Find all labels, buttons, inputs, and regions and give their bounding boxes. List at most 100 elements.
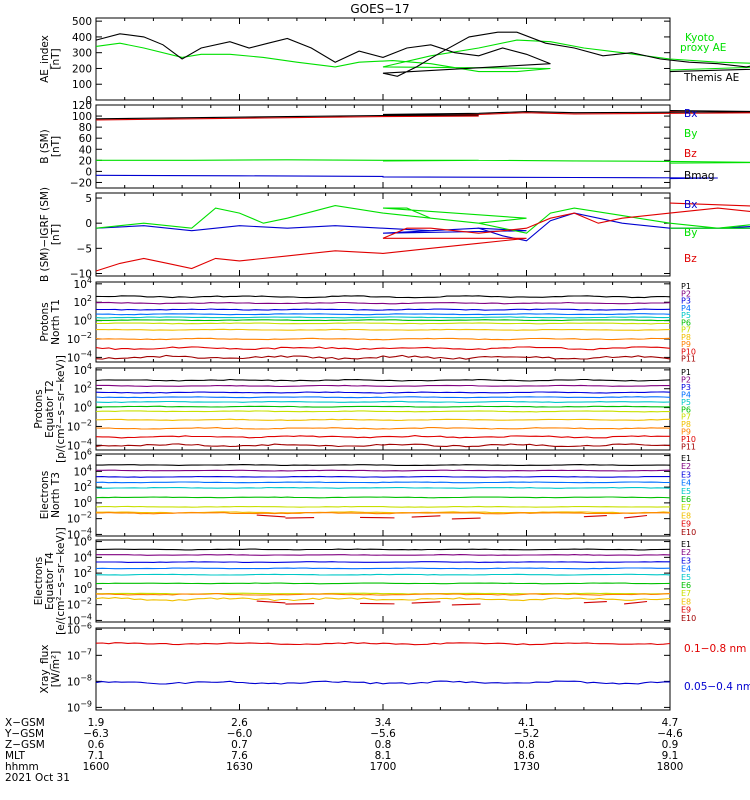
y-tick-label: 10−4 [67,349,92,364]
y-tick-label: 10−9 [67,699,92,714]
legend-entry: 0.1−0.8 nm [684,643,746,655]
series-line [95,680,670,685]
y-tick-label: 106 [74,534,92,549]
series-line [95,642,671,646]
series-line [95,391,671,394]
y-axis-label: Protons [33,389,45,428]
y-tick-label: 20 [79,155,92,167]
series-line [95,378,671,382]
y-tick-label: 104 [74,549,92,564]
series-line [96,384,671,388]
series-line [95,328,671,331]
x-axis-value: 7.6 [231,750,248,762]
legend-entry: E8 [681,511,691,520]
series-line [95,396,671,399]
x-axis-value: 4.1 [518,717,535,729]
legend-entry: E7 [681,503,691,512]
y-axis-label: Electrons [33,557,45,606]
y-tick-label: 100 [72,111,92,123]
series-line [451,603,481,606]
y-axis-label: B (SM) [39,129,51,163]
series-line [583,514,607,518]
date-label: 2021 Oct 31 [5,772,70,784]
legend-entry: E2 [681,462,691,471]
series-line [96,548,671,551]
legend-entry: P2 [681,289,691,298]
series-line [95,582,671,585]
legend-entry: E1 [681,540,691,549]
y-tick-label: −5 [77,243,92,255]
y-axis-label: [W/m²] [50,651,62,688]
legend-entry: E2 [681,548,691,557]
y-tick-label: 100 [74,581,92,596]
panel-5: 10−4 10−2 100 102 104 Protons Equator T2 [p/(cm… [33,355,696,463]
series-line [256,514,286,518]
y-tick-label: 100 [74,313,92,328]
series-line [95,346,671,351]
x-axis-value: −6.3 [83,728,109,740]
y-tick-label: 104 [74,276,92,291]
y-tick-label: 100 [74,400,92,415]
y-tick-label: 0 [85,166,92,178]
series-line [95,109,750,120]
legend-entry: E5 [681,487,691,496]
legend-entry: P1 [681,282,691,291]
series-line [96,308,671,311]
series-line [256,600,286,604]
y-tick-label: 10−2 [67,597,92,612]
panel-frame [95,627,671,711]
series-line [95,405,671,408]
x-axis-value: 1.9 [88,717,105,729]
x-axis-row-label: Z−GSM [5,739,45,751]
y-tick-label: 10−2 [67,331,92,346]
legend-entry: E3 [681,556,691,565]
series-line [96,469,671,472]
legend-entry: P11 [681,443,696,452]
legend-entry: 0.05−0.4 nm [684,681,750,693]
y-axis-label: AE_index [39,35,51,83]
legend-entry: Bx [684,108,697,120]
series-line [95,205,750,234]
x-axis-value: 0.6 [88,739,105,751]
y-tick-label: 100 [74,495,92,510]
series-line [95,597,671,602]
x-axis-value: 8.6 [518,750,535,762]
x-axis-value: 3.4 [375,717,392,729]
panel-frame [95,281,671,363]
series-line [411,601,441,604]
y-tick-label: 0 [85,218,92,230]
legend-entry: E1 [681,454,691,463]
series-line [96,554,671,556]
legend-entry: E7 [681,589,691,598]
x-axis-value: 0.8 [375,739,392,751]
series-line [95,174,718,180]
plot-title: GOES−17 [350,2,409,16]
y-tick-label: 102 [74,565,92,580]
y-tick-label: 0 [85,95,92,107]
y-tick-label: 10−4 [67,526,92,541]
y-axis-label: North T3 [50,472,62,518]
y-tick-label: −10 [70,268,92,280]
legend-entry: P6 [681,318,691,327]
series-line [95,316,671,319]
y-axis-label: Electrons [39,471,51,520]
series-line [411,515,441,518]
legend-entry: E3 [681,470,691,479]
y-axis-label: [p/(cm²−s−sr−keV)] [55,355,67,463]
legend-entry: E8 [681,597,691,606]
legend-entry: By [684,128,697,140]
legend-entry: E5 [681,573,691,582]
y-axis-label: B (SM)−IGRF (SM) [39,187,51,282]
legend-entry: Bmag [684,170,715,182]
legend-entry: Themis AE [683,72,739,84]
y-tick-label: 10−7 [67,647,92,662]
panel-frame [95,453,671,537]
legend-entry: P9 [681,428,691,437]
y-tick-label: 200 [72,63,92,75]
legend-entry: P6 [681,405,691,414]
panel-8: 10−9 10−8 10−7 10−6 Xray_flux [W/m²] 0.1−0.8 n… [39,621,750,714]
